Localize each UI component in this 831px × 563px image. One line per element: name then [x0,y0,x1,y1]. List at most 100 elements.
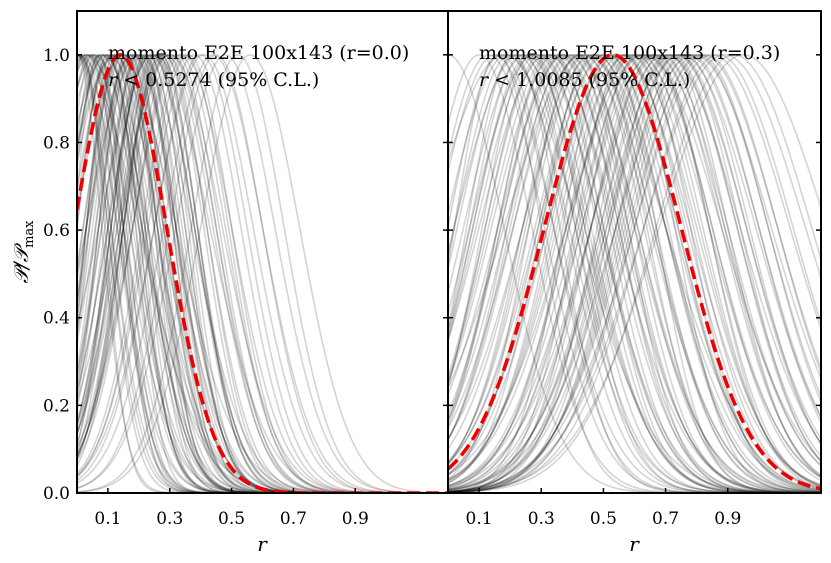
realization-curve [448,54,821,493]
x-tick-label: 0.9 [714,509,741,529]
annotation-title-right: momento E2E 100x143 (r=0.3) [479,42,780,64]
x-tick-label: 0.3 [528,509,555,529]
realization-curve [448,54,821,493]
realization-curve [448,54,821,487]
realization-curve [448,54,821,493]
realization-curve [448,54,821,486]
realization-curve [77,54,448,493]
realization-curve [448,54,821,481]
realization-curve [448,54,821,493]
realization-curve [448,54,821,493]
realization-curve [448,54,821,493]
x-tick-label: 0.9 [342,509,369,529]
realization-curve [77,53,448,493]
realization-curve [77,54,448,493]
realization-curve [448,54,821,491]
realization-curve [77,54,448,493]
x-tick-label: 0.1 [466,509,493,529]
realization-curve [448,54,821,493]
y-tick-label: 1.0 [43,46,70,66]
annotation-limit-left: r < 0.5274 (95% C.L.) [108,69,319,91]
realization-curve [448,54,821,493]
realization-curve [448,54,821,493]
y-tick-label: 0.2 [43,396,70,416]
annotation-limit-var-right: r [479,69,490,91]
realization-curve [77,54,448,493]
y-axis-label: 𝒫/𝒫max [9,220,37,284]
realization-curve [448,54,821,493]
realization-curve [77,54,448,493]
realization-curve [448,54,821,490]
realization-curve [448,54,821,492]
realization-curve [448,54,821,490]
realization-curve [77,53,448,493]
realization-curve [77,53,448,493]
realization-curve [448,54,821,493]
realization-curve [77,54,448,493]
realization-curve [77,54,448,493]
realization-curve [448,54,821,493]
realization-curve [77,53,448,493]
realization-curve [77,54,448,493]
realization-curve [448,54,821,493]
realization-curve [77,53,448,493]
realization-curve [77,54,448,493]
realization-curves-left [77,53,448,493]
annotation-limit-text-left: < 0.5274 (95% C.L.) [123,69,319,91]
realization-curve [448,54,821,493]
combined-likelihood-curve [77,53,448,493]
combined-curve-left [77,53,448,493]
x-tick-label: 0.7 [652,509,679,529]
realization-curve [77,54,448,493]
realization-curve [448,54,821,493]
realization-curve [77,54,448,493]
realization-curve [448,54,821,487]
realization-curve [448,54,821,493]
realization-curve [448,54,821,493]
realization-curve [448,54,821,493]
realization-curve [448,54,821,493]
realization-curve [77,54,448,493]
y-tick-label: 0.8 [43,133,70,153]
realization-curve [77,54,448,493]
realization-curve [448,54,821,493]
realization-curve [77,54,448,493]
x-tick-label: 0.5 [590,509,617,529]
realization-curve [77,54,448,493]
realization-curve [448,54,821,493]
realization-curve [77,54,448,493]
realization-curve [448,54,821,476]
realization-curve [448,54,821,493]
annotation-title-left: momento E2E 100x143 (r=0.0) [108,42,409,64]
realization-curve [448,54,821,493]
annotation-limit-right: r < 1.0085 (95% C.L.) [479,69,690,91]
realization-curve [448,54,821,486]
realization-curve [448,54,821,491]
realization-curve [77,54,448,493]
annotation-limit-text-right: < 1.0085 (95% C.L.) [494,69,690,91]
realization-curve [448,54,821,493]
realization-curve [448,54,821,493]
realization-curve [77,54,448,493]
realization-curve [77,53,448,493]
realization-curve [77,54,448,493]
realization-curve [448,54,821,487]
realization-curve [448,54,821,493]
combined-curve-right [448,53,821,491]
panel-left: 0.1 0.3 0.5 0.7 0.9 0.0 0.2 0.4 0.6 0.8 1.0 moment… [43,42,448,556]
realization-curve [448,54,821,493]
realization-curve [448,54,821,493]
combined-likelihood-curve [448,53,821,491]
realization-curve [448,54,821,493]
ticks-left: 0.1 0.3 0.5 0.7 0.9 0.0 0.2 0.4 0.6 0.8 1.0 [43,46,448,529]
realization-curve [448,54,821,491]
realization-curve [77,54,448,493]
realization-curve [77,54,448,493]
x-tick-label: 0.5 [218,509,245,529]
realization-curve [448,54,821,493]
x-tick-label: 0.3 [156,509,183,529]
realization-curve [448,54,821,493]
realization-curve [448,54,821,493]
realization-curve [448,54,821,493]
